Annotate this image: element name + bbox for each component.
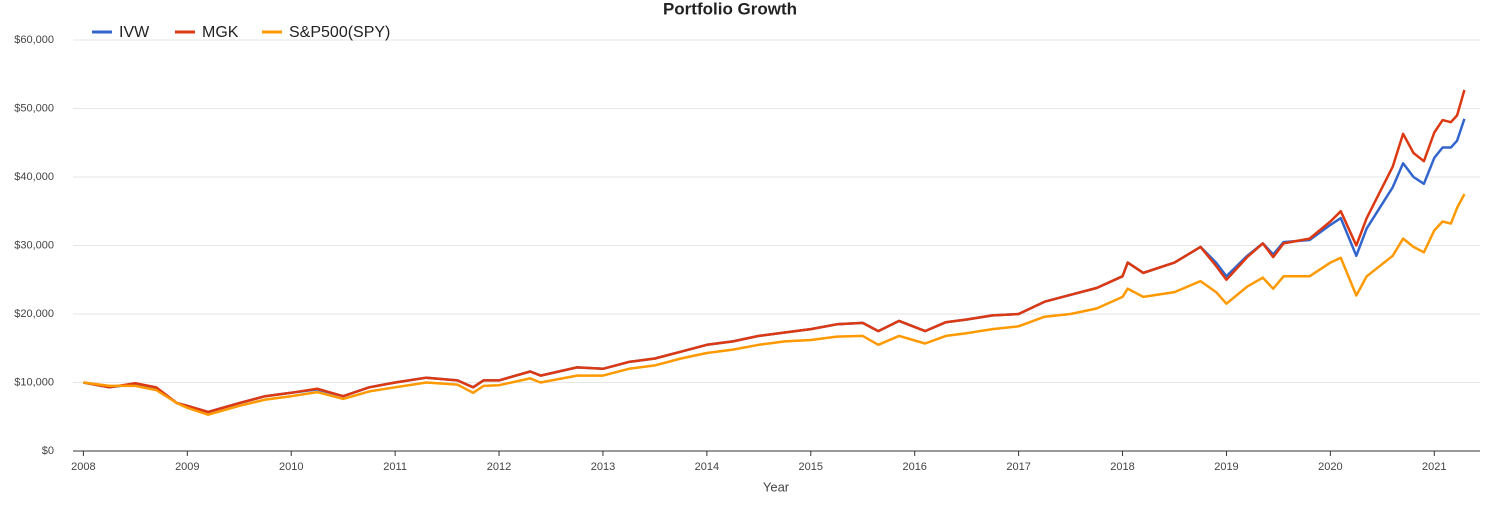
y-tick-label: $60,000 [14, 34, 54, 46]
x-tick-label: 2021 [1422, 461, 1446, 473]
series-line [83, 193, 1466, 416]
x-axis-title: Year [763, 479, 790, 494]
x-tick-label: 2013 [591, 461, 615, 473]
legend-label: IVW [119, 24, 150, 41]
x-tick-label: 2020 [1318, 461, 1342, 473]
legend-label: S&P500(SPY) [289, 24, 390, 41]
x-tick-label: 2014 [695, 461, 719, 473]
y-tick-label: $40,000 [14, 171, 54, 183]
x-tick-label: 2019 [1214, 461, 1238, 473]
x-tick-label: 2012 [487, 461, 511, 473]
x-tick-label: 2009 [175, 461, 199, 473]
y-tick-label: $50,000 [14, 102, 54, 114]
x-tick-label: 2010 [279, 461, 303, 473]
legend-label: MGK [202, 24, 239, 41]
x-tick-label: 2011 [383, 461, 407, 473]
x-tick-label: 2016 [902, 461, 926, 473]
y-tick-label: $0 [42, 445, 54, 457]
chart-title: Portfolio Growth [663, 0, 797, 18]
y-tick-label: $20,000 [14, 308, 54, 320]
x-tick-label: 2008 [71, 461, 95, 473]
x-tick-label: 2017 [1006, 461, 1030, 473]
x-tick-label: 2018 [1110, 461, 1134, 473]
y-tick-label: $10,000 [14, 376, 54, 388]
series-line [83, 118, 1466, 414]
series-line [83, 89, 1466, 414]
x-tick-label: 2015 [799, 461, 823, 473]
y-tick-label: $30,000 [14, 239, 54, 251]
